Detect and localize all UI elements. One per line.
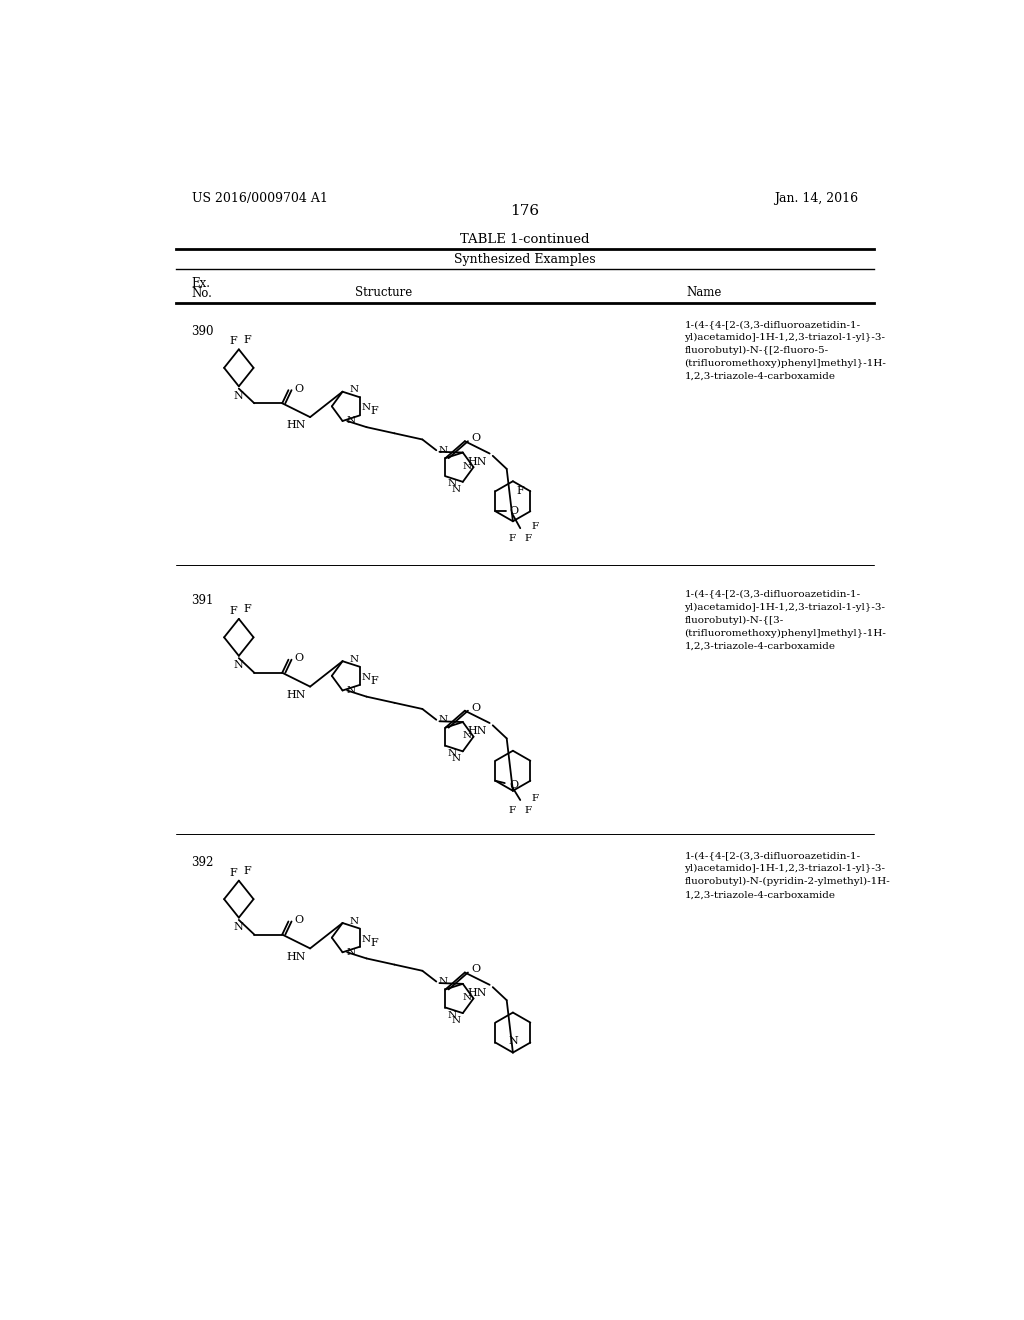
Text: F: F [244, 335, 251, 345]
Text: N: N [447, 748, 456, 758]
Text: O: O [295, 915, 304, 925]
Text: 1-(4-{4-[2-(3,3-difluoroazetidin-1-
yl)acetamido]-1H-1,2,3-triazol-1-yl}-3-
fluo: 1-(4-{4-[2-(3,3-difluoroazetidin-1- yl)a… [684, 590, 887, 651]
Text: TABLE 1-continued: TABLE 1-continued [460, 232, 590, 246]
Text: F: F [229, 337, 238, 346]
Text: N: N [462, 731, 471, 741]
Text: N: N [447, 1011, 456, 1019]
Text: N: N [438, 977, 447, 986]
Text: F: F [371, 937, 378, 948]
Text: O: O [295, 653, 304, 663]
Text: F: F [531, 793, 539, 803]
Text: HN: HN [287, 952, 306, 961]
Text: O: O [509, 507, 518, 516]
Text: F: F [509, 807, 516, 816]
Text: 391: 391 [191, 594, 214, 607]
Text: F: F [371, 407, 378, 416]
Text: HN: HN [468, 457, 487, 466]
Text: N: N [349, 655, 358, 664]
Text: N: N [361, 673, 371, 682]
Text: O: O [471, 965, 480, 974]
Text: N: N [361, 404, 371, 412]
Text: N: N [349, 385, 358, 395]
Text: Ex.: Ex. [191, 277, 211, 289]
Text: 1-(4-{4-[2-(3,3-difluoroazetidin-1-
yl)acetamido]-1H-1,2,3-triazol-1-yl}-3-
fluo: 1-(4-{4-[2-(3,3-difluoroazetidin-1- yl)a… [684, 321, 887, 381]
Text: N: N [462, 462, 471, 471]
Text: N: N [233, 923, 244, 932]
Text: N: N [346, 417, 355, 425]
Text: N: N [447, 479, 456, 488]
Text: Structure: Structure [355, 286, 413, 298]
Text: 1-(4-{4-[2-(3,3-difluoroazetidin-1-
yl)acetamido]-1H-1,2,3-triazol-1-yl}-3-
fluo: 1-(4-{4-[2-(3,3-difluoroazetidin-1- yl)a… [684, 851, 890, 899]
Text: F: F [525, 535, 532, 544]
Text: F: F [509, 535, 516, 544]
Text: US 2016/0009704 A1: US 2016/0009704 A1 [191, 191, 328, 205]
Text: N: N [452, 484, 461, 494]
Text: N: N [462, 993, 471, 1002]
Text: Name: Name [686, 286, 721, 298]
Text: Jan. 14, 2016: Jan. 14, 2016 [774, 191, 858, 205]
Text: 392: 392 [191, 857, 214, 869]
Text: N: N [438, 715, 447, 725]
Text: N: N [452, 1016, 461, 1026]
Text: F: F [244, 605, 251, 614]
Text: N: N [233, 660, 244, 671]
Text: F: F [371, 676, 378, 686]
Text: N: N [438, 446, 447, 455]
Text: N: N [349, 916, 358, 925]
Text: Synthesized Examples: Synthesized Examples [454, 252, 596, 265]
Text: N: N [233, 391, 244, 401]
Text: N: N [452, 755, 461, 763]
Text: O: O [509, 780, 518, 789]
Text: F: F [516, 486, 524, 496]
Text: F: F [244, 866, 251, 876]
Text: O: O [471, 702, 480, 713]
Text: O: O [295, 384, 304, 393]
Text: F: F [531, 523, 539, 531]
Text: 390: 390 [191, 325, 214, 338]
Text: N: N [508, 1036, 518, 1047]
Text: HN: HN [468, 987, 487, 998]
Text: N: N [346, 948, 355, 957]
Text: 176: 176 [510, 203, 540, 218]
Text: N: N [346, 686, 355, 696]
Text: HN: HN [468, 726, 487, 737]
Text: F: F [525, 807, 532, 816]
Text: F: F [229, 606, 238, 615]
Text: N: N [361, 935, 371, 944]
Text: HN: HN [287, 689, 306, 700]
Text: No.: No. [191, 288, 212, 301]
Text: F: F [229, 867, 238, 878]
Text: HN: HN [287, 420, 306, 430]
Text: O: O [471, 433, 480, 444]
